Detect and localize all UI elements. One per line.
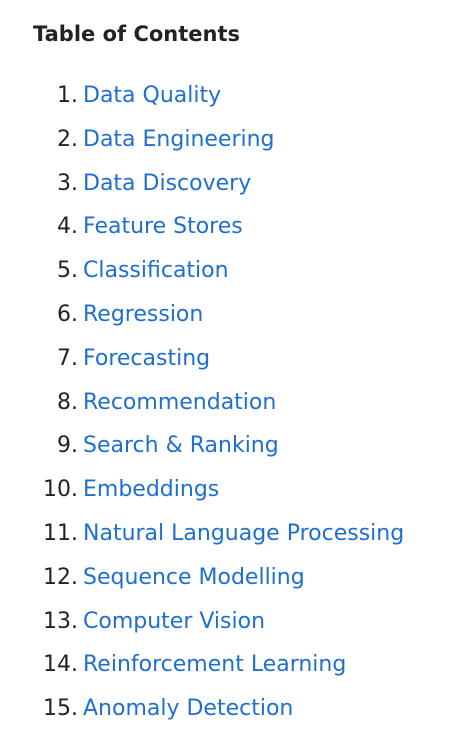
toc-link-data-quality[interactable]: Data Quality (83, 83, 222, 108)
toc-link-computer-vision[interactable]: Computer Vision (83, 608, 266, 634)
toc-item-number: 12. (43, 564, 78, 590)
toc-item-number: 9. (57, 433, 78, 459)
toc-link-embeddings[interactable]: Embeddings (83, 477, 220, 503)
toc-link-data-discovery[interactable]: Data Discovery (83, 170, 252, 196)
toc-link-search-ranking[interactable]: Search & Ranking (83, 433, 279, 459)
toc-link-recommendation[interactable]: Recommendation (83, 389, 277, 415)
toc-item-number: 8. (57, 389, 78, 415)
toc-item-number: 11. (43, 520, 78, 546)
toc-link-classification[interactable]: Classification (83, 258, 229, 284)
toc-link-natural-language-processing[interactable]: Natural Language Processing (83, 520, 405, 546)
toc-item-number: 2. (57, 126, 78, 152)
toc-item-number: 6. (57, 301, 78, 327)
toc-link-feature-stores[interactable]: Feature Stores (83, 214, 243, 240)
toc-item-number: 4. (57, 214, 78, 240)
toc-item-number: 13. (43, 608, 78, 634)
toc-link-forecasting[interactable]: Forecasting (83, 345, 211, 371)
toc-item-number: 10. (43, 477, 78, 503)
toc-item-number: 1. (57, 83, 78, 108)
toc-heading: Table of Contents (33, 22, 241, 46)
toc-link-reinforcement-learning[interactable]: Reinforcement Learning (83, 652, 347, 678)
toc-link-regression[interactable]: Regression (83, 301, 204, 327)
toc-item-number: 15. (43, 696, 78, 722)
toc-item-number: 14. (43, 652, 78, 678)
toc-link-sequence-modelling[interactable]: Sequence Modelling (83, 564, 305, 590)
toc-item-number: 7. (57, 345, 78, 371)
toc-item-number: 3. (57, 170, 78, 196)
toc-item-number: 5. (57, 258, 78, 284)
toc-link-data-engineering[interactable]: Data Engineering (83, 126, 275, 152)
toc-link-anomaly-detection[interactable]: Anomaly Detection (83, 696, 294, 722)
